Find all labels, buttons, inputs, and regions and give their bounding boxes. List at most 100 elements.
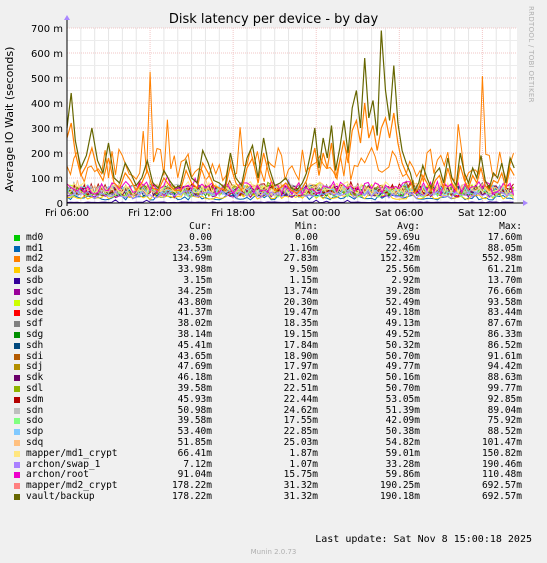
series-line-sdb [66,199,514,204]
x-tick-label: Fri 06:00 [45,208,89,219]
last-update: Last update: Sat Nov 8 15:00:18 2025 [315,534,532,545]
legend-series-name: md2 [26,253,44,265]
legend-value-cur: 45.93m [177,393,212,405]
legend-value-min: 19.47m [283,307,318,319]
legend-series-name: sdl [26,382,44,394]
legend-series-name: sdc [26,285,44,297]
legend-swatch [14,472,20,479]
legend-value-avg: 25.56m [385,264,420,276]
legend-series-name: mapper/md2_crypt [26,480,118,492]
legend-value-min: 9.50m [289,264,318,276]
legend-swatch [14,256,20,263]
legend-swatch [14,342,20,349]
legend-value-cur: 91.04m [177,469,212,481]
legend-value-avg: 33.28m [385,458,420,470]
legend-header-min: Min: [295,221,318,232]
legend-value-avg: 49.18m [385,307,420,319]
series-line-vault-backup [66,30,515,193]
legend-swatch [14,418,20,425]
legend-value-cur: 38.02m [177,318,212,330]
legend-value-max: 17.60m [487,231,522,243]
legend-swatch [14,321,20,328]
legend-header-avg: Avg: [397,221,420,232]
legend-series-name: sdi [26,350,44,362]
legend-value-cur: 51.85m [177,436,212,448]
legend-value-max: 552.98m [481,253,522,265]
y-tick-label: 300 m [31,124,63,135]
legend-value-cur: 46.18m [177,372,212,384]
legend-swatch [14,277,20,284]
legend-value-max: 150.82m [481,447,522,459]
legend-value-min: 17.55m [283,415,318,427]
legend-value-cur: 43.65m [177,350,212,362]
legend-value-avg: 53.05m [385,393,420,405]
legend-value-cur: 50.98m [177,404,212,416]
legend-value-min: 15.75m [283,469,318,481]
legend-swatch [14,364,20,371]
legend-value-avg: 2.92m [391,274,420,286]
legend-value-avg: 52.49m [385,296,420,308]
x-tick-label: Sat 06:00 [375,208,423,219]
legend-series-name: sda [26,264,44,276]
y-tick-label: 200 m [31,149,63,160]
legend-value-cur: 178.22m [171,490,212,502]
series-line-mapper-md2-crypt [66,102,515,195]
legend-value-max: 86.33m [487,328,522,340]
legend-value-max: 101.47m [481,436,522,448]
legend-swatch [14,288,20,295]
legend-value-min: 24.62m [283,404,318,416]
legend-value-max: 88.05m [487,242,522,254]
chart-title: Disk latency per device - by day [168,12,379,27]
legend-series-name: vault/backup [26,490,95,502]
legend-value-avg: 50.70m [385,350,420,362]
legend-swatch [14,493,20,500]
x-tick-label: Sat 00:00 [292,208,340,219]
legend-value-cur: 38.14m [177,328,212,340]
y-axis-label: Average IO Wait (seconds) [3,46,16,192]
legend-value-avg: 190.18m [379,490,420,502]
legend-value-max: 692.57m [481,480,522,492]
legend-swatch [14,234,20,241]
y-tick-label: 500 m [31,74,63,85]
legend-value-min: 22.51m [283,382,318,394]
legend-swatch [14,407,20,414]
legend-swatch [14,450,20,457]
legend-series-name: sdj [26,361,44,373]
legend-value-max: 88.63m [487,372,522,384]
legend-value-max: 99.77m [487,382,522,394]
legend-value-min: 1.15m [289,274,318,286]
legend-swatch [14,483,20,490]
legend-series-name: md0 [26,231,44,243]
munin-credit: Munin 2.0.73 [250,548,297,556]
legend-value-avg: 59.69u [385,231,420,243]
legend-value-avg: 59.01m [385,447,420,459]
legend-value-cur: 41.37m [177,307,212,319]
legend-value-cur: 34.25m [177,285,212,297]
legend-value-cur: 7.12m [183,458,212,470]
legend-value-min: 18.90m [283,350,318,362]
legend-swatch [14,375,20,382]
legend-value-max: 76.66m [487,285,522,297]
legend-series-name: sdp [26,426,44,438]
y-axis-arrow-icon [64,15,70,20]
legend-swatch [14,429,20,436]
legend-value-min: 31.32m [283,480,318,492]
legend-value-max: 692.57m [481,490,522,502]
legend-value-min: 17.97m [283,361,318,373]
legend-value-min: 13.74m [283,285,318,297]
legend-value-max: 75.92m [487,415,522,427]
legend-swatch [14,353,20,360]
legend-value-avg: 50.38m [385,426,420,438]
legend-series-name: sdg [26,328,44,340]
legend-value-min: 27.83m [283,253,318,265]
legend-value-avg: 50.16m [385,372,420,384]
legend-value-max: 88.52m [487,426,522,438]
legend-value-max: 91.61m [487,350,522,362]
legend-value-cur: 134.69m [171,253,212,265]
legend-value-avg: 50.32m [385,339,420,351]
legend-header-cur: Cur: [189,221,212,232]
legend-value-cur: 39.58m [177,382,212,394]
legend-series-name: archon/root [26,469,89,481]
legend-value-min: 17.84m [283,339,318,351]
